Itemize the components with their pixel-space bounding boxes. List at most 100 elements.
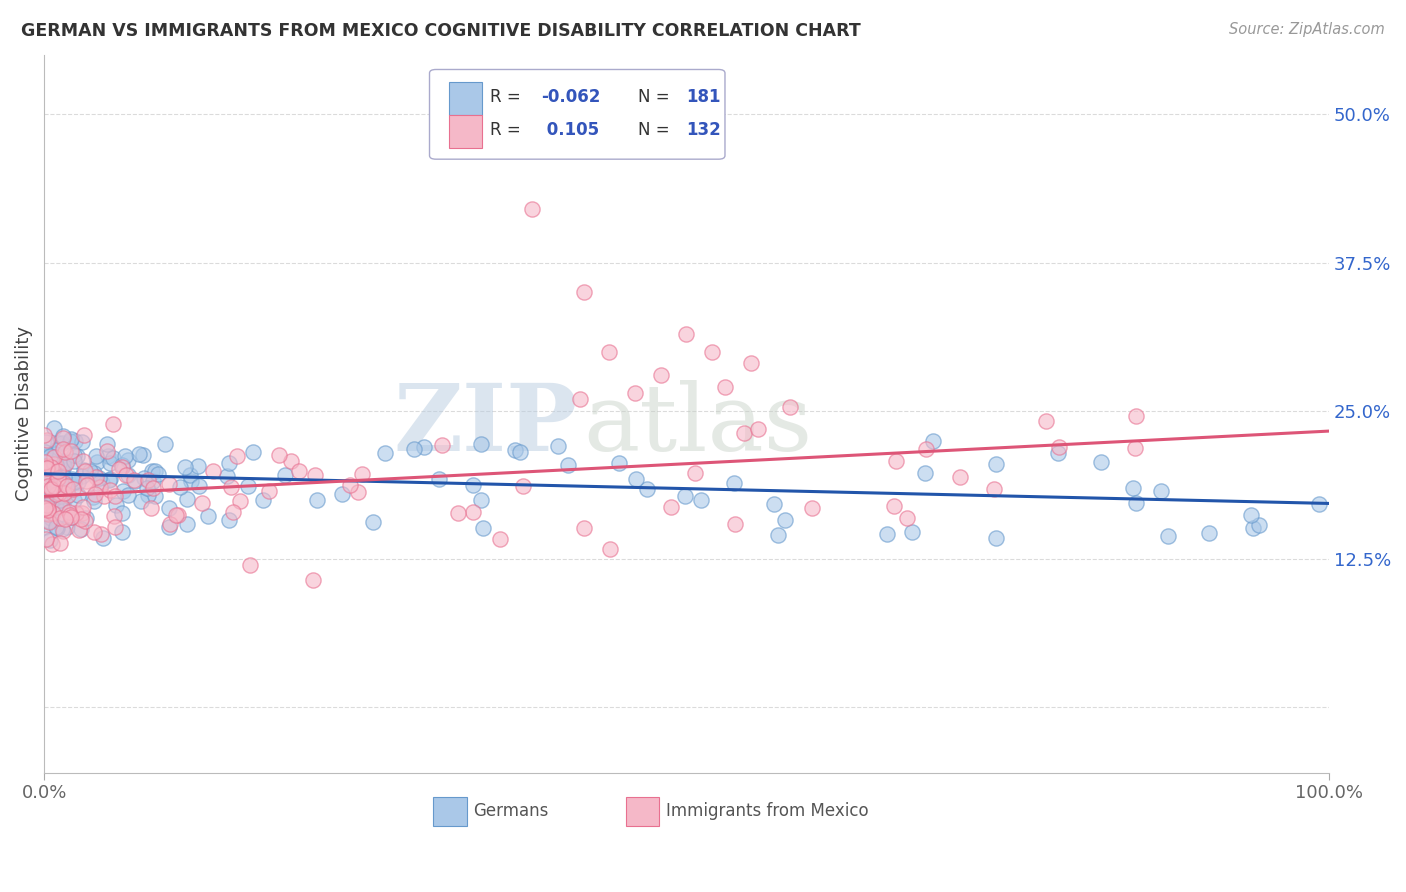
Point [91, 475, 114, 490]
Point [339, 477, 361, 491]
Text: 0.105: 0.105 [541, 121, 599, 139]
Point [51, 468, 73, 483]
Point [132, 449, 155, 463]
Point [72, 500, 94, 514]
Point [56, 479, 79, 493]
Point [45, 520, 67, 534]
Point [45, 480, 67, 494]
Point [557, 458, 579, 472]
Point [90, 526, 112, 541]
Point [84, 449, 107, 463]
Point [83, 493, 105, 508]
Point [884, 454, 907, 468]
Point [683, 466, 706, 480]
Point [52, 442, 75, 457]
Point [37, 454, 59, 468]
Point [143, 489, 166, 503]
Point [51, 436, 73, 450]
Point [176, 491, 198, 506]
Point [124, 474, 146, 488]
Point [75, 474, 97, 488]
Point [141, 464, 163, 478]
Point [1123, 441, 1146, 455]
Point [180, 475, 202, 489]
Point [157, 520, 180, 534]
Point [218, 513, 240, 527]
Text: Immigrants from Mexico: Immigrants from Mexico [666, 803, 869, 821]
Point [37, 479, 59, 493]
Point [39, 511, 62, 525]
Point [430, 438, 453, 452]
Point [52, 475, 75, 490]
Point [51, 462, 73, 476]
Point [38, 514, 60, 528]
Point [547, 439, 569, 453]
Point [104, 498, 127, 512]
Point [1308, 497, 1330, 511]
Point [724, 516, 747, 531]
Point [41, 481, 63, 495]
Point [269, 448, 291, 462]
Point [66, 450, 89, 464]
Point [49, 490, 72, 504]
Point [35, 460, 58, 475]
Point [63, 454, 86, 468]
Point [983, 482, 1005, 496]
Point [111, 524, 134, 539]
Point [41, 482, 63, 496]
Point [176, 516, 198, 531]
Point [83, 486, 105, 500]
Point [56, 520, 79, 534]
Point [38, 485, 60, 500]
Point [45, 479, 67, 493]
Point [51, 454, 73, 468]
Point [352, 467, 374, 481]
Text: ZIP: ZIP [394, 380, 578, 470]
Point [32, 428, 55, 442]
Point [60, 509, 83, 524]
Point [304, 468, 326, 483]
Point [169, 480, 191, 494]
Point [984, 457, 1007, 471]
Point [141, 500, 163, 515]
Point [302, 574, 325, 588]
Point [42, 483, 65, 497]
Point [689, 493, 711, 508]
Point [79, 464, 101, 478]
Point [143, 464, 166, 478]
Point [190, 496, 212, 510]
Point [347, 485, 370, 500]
Point [35, 475, 58, 490]
Point [62, 475, 84, 489]
Point [41, 536, 63, 550]
Point [599, 541, 621, 556]
Point [427, 472, 450, 486]
Point [46, 459, 69, 474]
Point [1247, 517, 1270, 532]
Point [37, 507, 59, 521]
Point [305, 492, 328, 507]
Point [45, 442, 67, 457]
Point [883, 499, 905, 513]
Point [34, 458, 56, 473]
Point [228, 494, 250, 508]
Point [37, 481, 59, 495]
Point [59, 432, 82, 446]
Point [153, 436, 176, 450]
Point [84, 470, 107, 484]
Text: R =: R = [489, 87, 526, 106]
Point [42, 492, 65, 507]
Point [197, 509, 219, 524]
Point [49, 498, 72, 512]
Point [52, 456, 75, 470]
Point [42, 478, 65, 492]
Point [34, 482, 56, 496]
Point [49, 536, 72, 550]
Point [98, 472, 121, 486]
Point [34, 468, 56, 483]
Point [568, 392, 591, 406]
Point [239, 558, 262, 573]
Point [59, 434, 82, 448]
Point [87, 470, 110, 484]
Text: 181: 181 [686, 87, 721, 106]
